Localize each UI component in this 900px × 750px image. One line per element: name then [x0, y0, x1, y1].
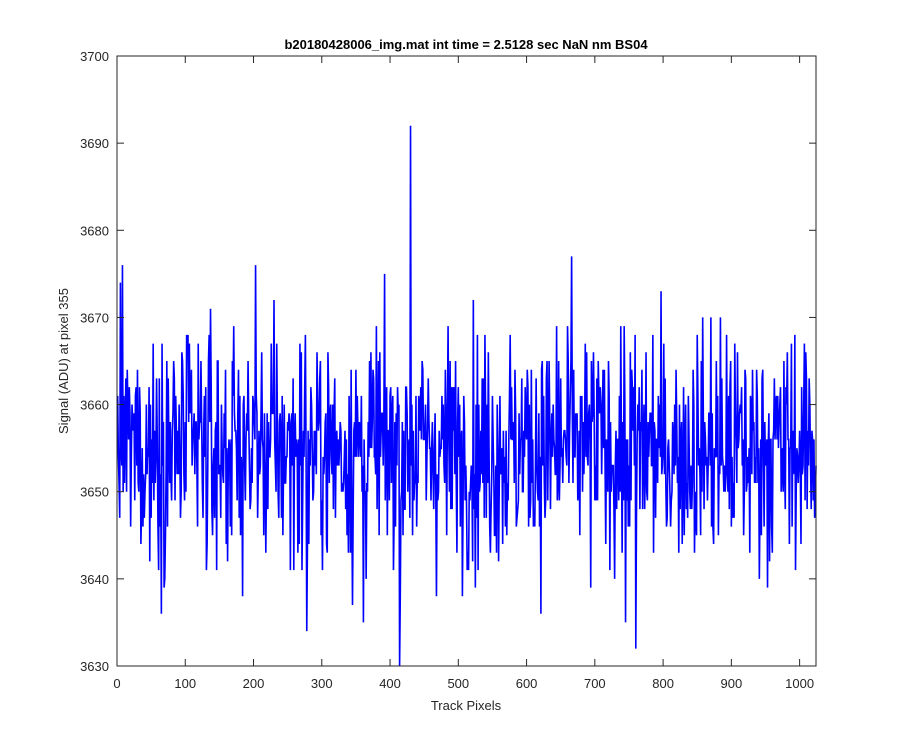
x-tick-label: 800	[652, 676, 674, 691]
series-layer	[116, 125, 817, 667]
y-tick-label: 3690	[80, 136, 109, 151]
x-tick-label: 300	[311, 676, 333, 691]
y-tick-label: 3700	[80, 49, 109, 64]
x-tick-label: 0	[113, 676, 120, 691]
y-tick-label: 3680	[80, 223, 109, 238]
axes-box	[116, 55, 817, 667]
x-tick-label: 400	[379, 676, 401, 691]
y-tick-label: 3650	[80, 485, 109, 500]
x-tick-label: 900	[721, 676, 743, 691]
y-tick-label: 3670	[80, 310, 109, 325]
x-axis: 0 100 200 300 400 500 600 700 800 900 1000	[113, 56, 814, 691]
y-tick-label: 3640	[80, 572, 109, 587]
series-line	[116, 125, 817, 667]
x-tick-label: 500	[447, 676, 469, 691]
y-tick-label: 3660	[80, 398, 109, 413]
x-tick-label: 600	[516, 676, 538, 691]
x-tick-label: 200	[243, 676, 265, 691]
y-tick-label: 3630	[80, 659, 109, 674]
chart-title: b20180428006_img.mat int time = 2.5128 s…	[284, 37, 648, 52]
x-tick-label: 1000	[785, 676, 814, 691]
x-tick-label: 100	[174, 676, 196, 691]
y-axis: 3630 3640 3650 3660 3670 3680 3690 3700	[80, 49, 816, 674]
y-axis-label: Signal (ADU) at pixel 355	[56, 288, 71, 434]
x-tick-label: 700	[584, 676, 606, 691]
x-axis-label: Track Pixels	[431, 698, 502, 713]
